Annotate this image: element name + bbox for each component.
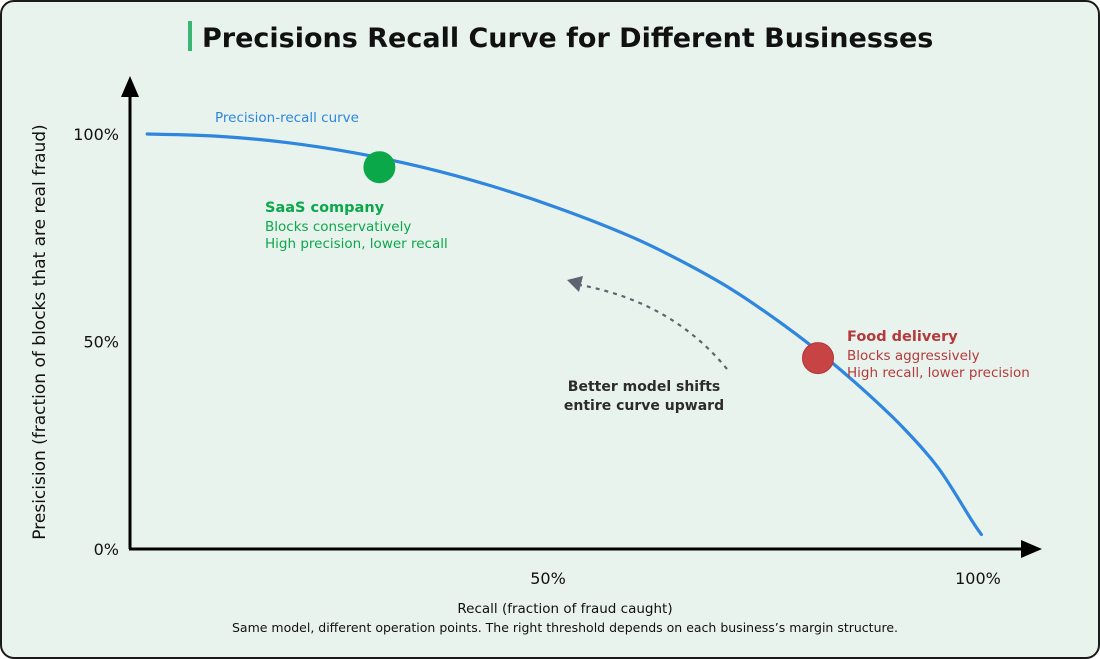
title-accent-bar (188, 21, 192, 51)
x-axis-label: Recall (fraction of fraud caught) (457, 601, 672, 617)
precision-recall-curve-line (145, 132, 983, 537)
chart-caption: Same model, different operation points. … (232, 620, 898, 635)
food-delivery-point (802, 342, 834, 375)
x-tick-label: 100% (955, 569, 1001, 588)
series-label: Precision-recall curve (215, 110, 359, 126)
y-axis-label: Presicision (fraction of blocks that are… (30, 124, 50, 539)
annotation-line-2: entire curve upward (564, 398, 724, 414)
improvement-arrow (579, 283, 728, 370)
y-axis-arrowhead (121, 76, 139, 97)
y-tick-label: 50% (83, 333, 119, 352)
food-delivery-line-2: High recall, lower precision (847, 365, 1030, 381)
y-tick-label: 0% (94, 540, 119, 559)
food-delivery-line-1: Blocks aggressively (847, 348, 980, 364)
x-axis-arrowhead (1021, 540, 1042, 558)
chart-title: Precisions Recall Curve for Different Bu… (202, 23, 933, 54)
food-delivery-title: Food delivery (847, 329, 958, 345)
saas-company-line-1: Blocks conservatively (265, 219, 411, 235)
axes (121, 76, 1042, 558)
saas-company-line-2: High precision, lower recall (265, 236, 448, 252)
improvement-arrowhead (567, 276, 583, 292)
annotation-line-1: Better model shifts (568, 379, 720, 395)
y-tick-label: 100% (73, 125, 119, 144)
saas-company-point (363, 151, 396, 184)
x-tick-label: 50% (530, 569, 566, 588)
tick-labels: 50% 100% 0% 50% 100% (73, 125, 1001, 588)
saas-company-title: SaaS company (265, 200, 385, 216)
